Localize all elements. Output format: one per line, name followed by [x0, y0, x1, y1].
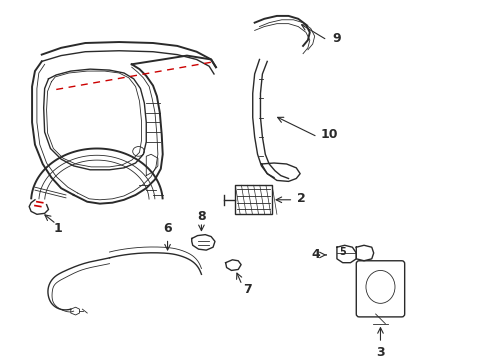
Text: 4: 4	[311, 248, 319, 261]
Text: 6: 6	[163, 222, 171, 235]
Text: 2: 2	[296, 192, 305, 205]
Text: 1: 1	[54, 222, 62, 235]
Text: 10: 10	[320, 129, 337, 141]
Text: 8: 8	[197, 210, 205, 223]
Text: 5: 5	[339, 247, 346, 257]
Text: 9: 9	[332, 32, 341, 45]
Bar	[235, 185, 271, 214]
Text: 3: 3	[375, 346, 384, 359]
Text: 7: 7	[243, 283, 252, 296]
